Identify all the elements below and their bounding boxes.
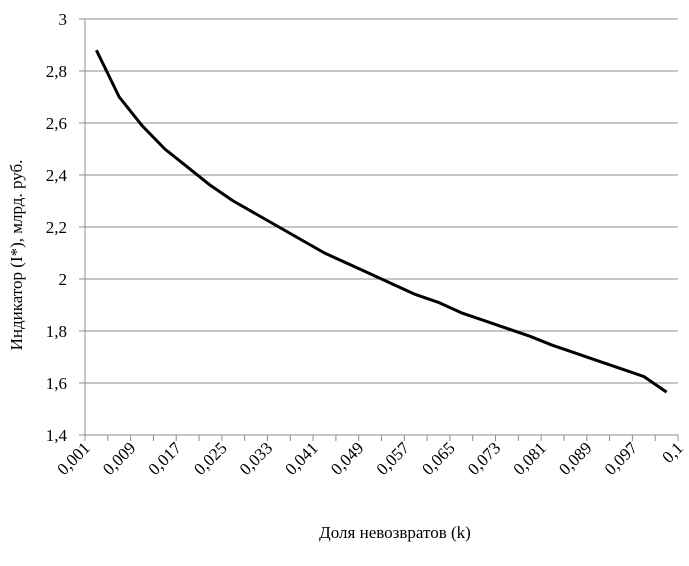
x-tick-label: 0,089 [555,438,595,478]
x-tick-label: 0,033 [236,438,276,478]
x-tick-label: 0,057 [373,438,414,479]
x-tick-label: 0,009 [99,438,139,478]
x-tick-label: 0,081 [510,438,550,478]
y-tick-label: 3 [59,10,68,29]
line-series [95,49,668,394]
x-axis-title: Доля невозвратов (k) [319,523,471,542]
x-tick-label: 0,041 [281,438,321,478]
y-tick-label: 2,2 [46,218,67,237]
x-tick-label: 0,073 [464,438,504,478]
x-tick-label: 0,065 [418,438,458,478]
y-tick-label: 2,8 [46,62,67,81]
x-tick-label: 0,049 [327,438,367,478]
y-axis-title: Индикатор (I*), млрд. руб. [7,160,26,351]
y-tick-label: 2,4 [46,166,68,185]
x-tick-label: 0,017 [145,438,186,479]
y-tick-label: 2 [59,270,68,289]
x-tick-label: 0,097 [601,438,642,479]
y-tick-label: 1,4 [46,426,68,445]
y-tick-label: 1,6 [46,374,67,393]
y-tick-label: 2,6 [46,114,67,133]
x-tick-label: 0,1 [658,438,686,466]
y-tick-label: 1,8 [46,322,67,341]
x-tick-label: 0,025 [190,438,230,478]
